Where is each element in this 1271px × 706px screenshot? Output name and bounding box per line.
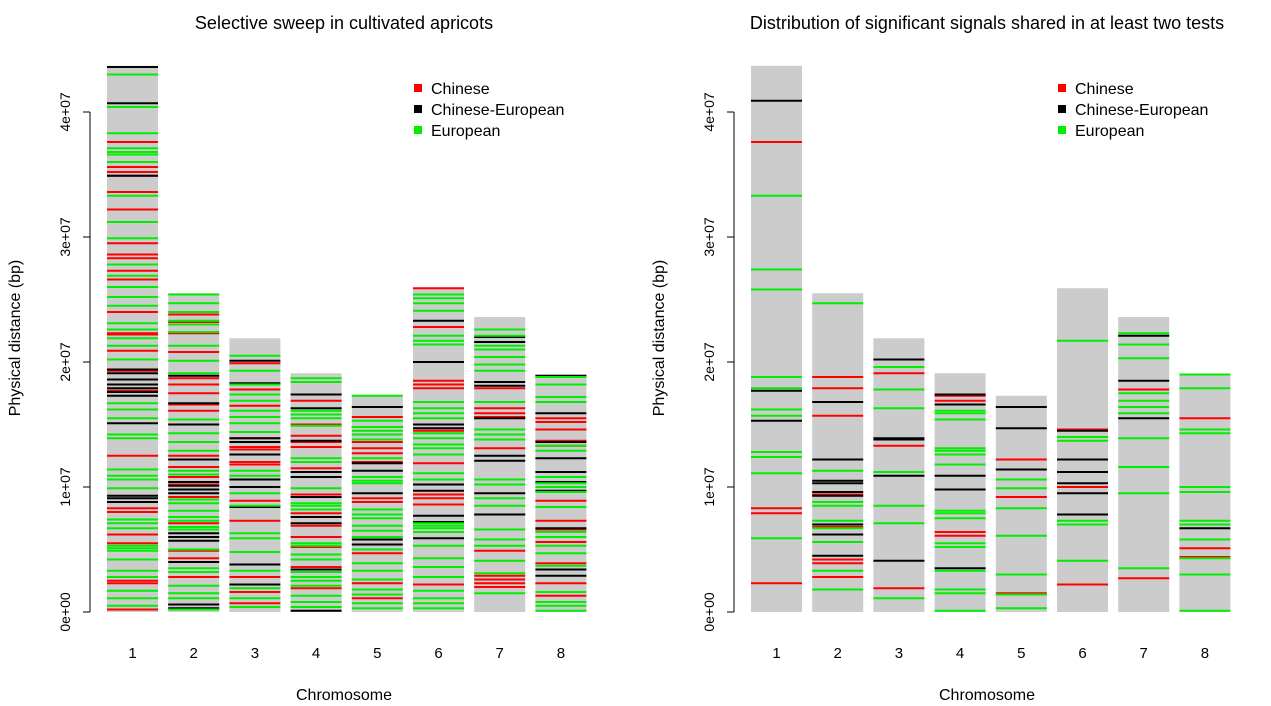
y-tick-label: 0e+00 [701, 592, 717, 632]
y-tick-label: 3e+07 [57, 217, 73, 257]
y-tick-label: 4e+07 [701, 92, 717, 132]
chromosome-bars [751, 65, 1231, 612]
x-tick-label: 2 [190, 645, 198, 662]
x-tick-label: 2 [834, 645, 842, 662]
x-tick-label: 6 [434, 645, 442, 662]
y-axis-label: Physical distance (bp) [651, 260, 668, 417]
x-tick-label: 3 [251, 645, 259, 662]
x-axis-label: Chromosome [939, 687, 1035, 704]
legend-label: Chinese [1075, 81, 1134, 98]
x-tick-label: 3 [895, 645, 903, 662]
x-tick-label: 4 [956, 645, 964, 662]
x-tick-label: 7 [496, 645, 504, 662]
legend-swatch [1058, 126, 1066, 134]
y-tick-label: 1e+07 [57, 467, 73, 507]
signal-marks [751, 99, 1231, 612]
y-tick-label: 2e+07 [57, 342, 73, 382]
x-axis-tick-labels: 1 2 3 4 5 6 7 8 [128, 645, 565, 662]
legend-swatch [414, 84, 422, 92]
chromosome-bar-5 [995, 395, 1047, 612]
legend-label: Chinese-European [431, 102, 564, 119]
chromosome-bar-8 [1179, 374, 1231, 612]
y-axis-ticks: 0e+00 1e+07 2e+07 3e+07 4e+07 [57, 92, 90, 632]
x-tick-label: 8 [1201, 645, 1209, 662]
legend: Chinese Chinese-European European [1058, 81, 1208, 140]
x-tick-label: 6 [1078, 645, 1086, 662]
legend-label: Chinese [431, 81, 490, 98]
x-tick-label: 4 [312, 645, 320, 662]
y-tick-label: 4e+07 [57, 92, 73, 132]
legend: Chinese Chinese-European European [414, 81, 564, 140]
chromosome-bar-1 [751, 65, 802, 612]
legend-label: Chinese-European [1075, 102, 1208, 119]
panel-shared-signals: Distribution of significant signals shar… [651, 13, 1231, 704]
x-tick-label: 5 [373, 645, 381, 662]
chromosome-bar-2 [168, 293, 220, 612]
chromosome-bar-7 [474, 317, 526, 612]
x-axis-tick-labels: 1 2 3 4 5 6 7 8 [772, 645, 1209, 662]
chart-title: Distribution of significant signals shar… [750, 13, 1224, 33]
chromosome-bar-4 [934, 373, 986, 612]
x-tick-label: 7 [1140, 645, 1148, 662]
legend-label: European [1075, 123, 1144, 140]
x-tick-label: 5 [1017, 645, 1025, 662]
panel-selective-sweep: Selective sweep in cultivated apricots P… [7, 13, 587, 704]
legend-label: European [431, 123, 500, 140]
x-axis-label: Chromosome [296, 687, 392, 704]
x-tick-label: 1 [128, 645, 136, 662]
chromosome-bar-5 [351, 395, 403, 612]
x-tick-label: 8 [557, 645, 565, 662]
legend-swatch [414, 105, 422, 113]
y-tick-label: 2e+07 [701, 342, 717, 382]
legend-swatch [414, 126, 422, 134]
x-tick-label: 1 [772, 645, 780, 662]
signal-marks [107, 66, 587, 612]
y-axis-ticks: 0e+00 1e+07 2e+07 3e+07 4e+07 [701, 92, 734, 632]
y-tick-label: 3e+07 [701, 217, 717, 257]
chromosome-bar-6 [413, 288, 464, 612]
y-tick-label: 1e+07 [701, 467, 717, 507]
y-tick-label: 0e+00 [57, 592, 73, 632]
chromosome-bar-6 [1057, 288, 1108, 612]
y-axis-label: Physical distance (bp) [7, 260, 24, 417]
legend-swatch [1058, 105, 1066, 113]
chart-title: Selective sweep in cultivated apricots [195, 13, 493, 33]
legend-swatch [1058, 84, 1066, 92]
chromosome-bar-7 [1118, 317, 1170, 612]
